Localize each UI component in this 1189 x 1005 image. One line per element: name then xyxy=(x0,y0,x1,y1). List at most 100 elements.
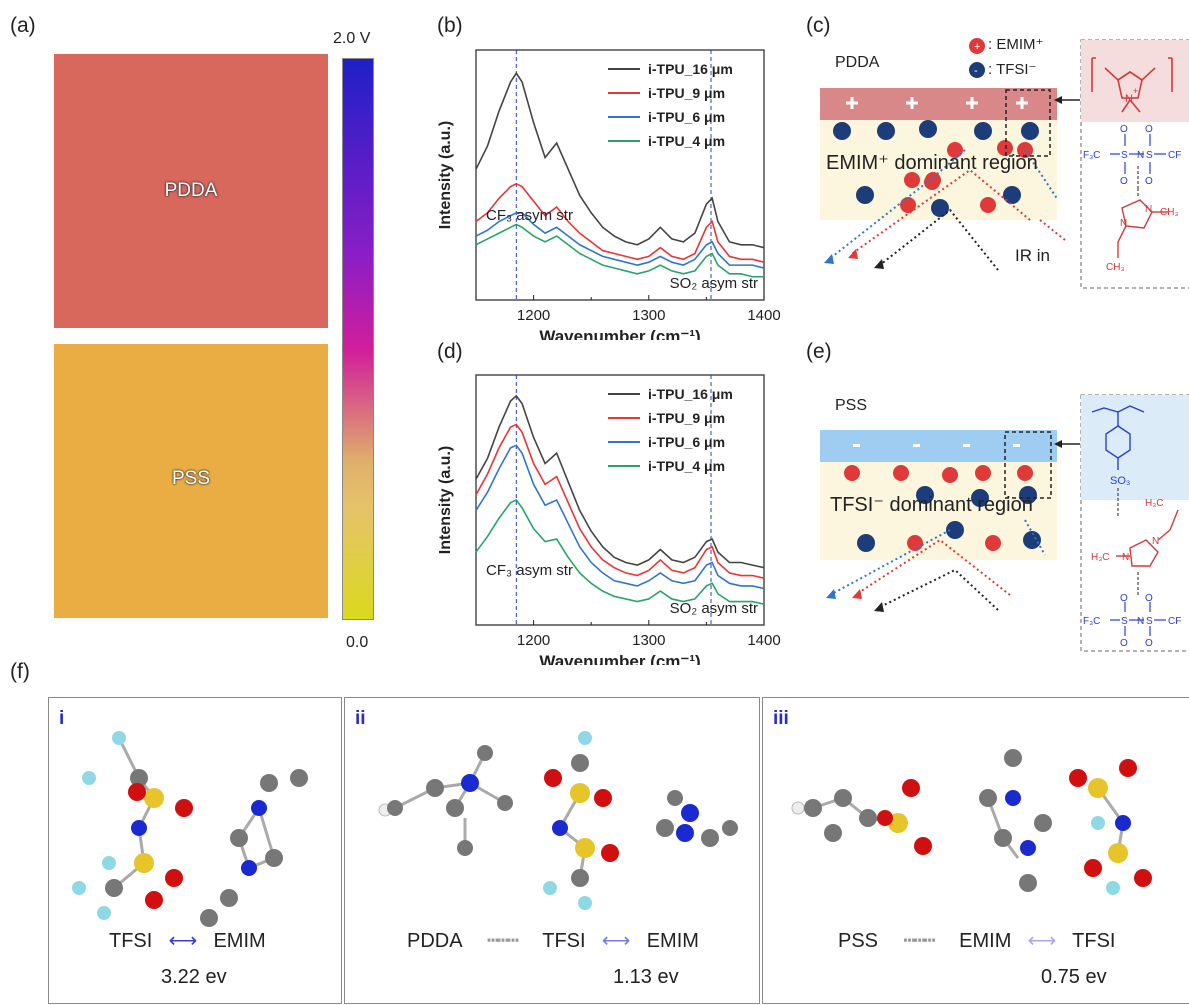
svg-text:N: N xyxy=(1122,552,1129,563)
svg-text:O: O xyxy=(1145,638,1153,649)
series-line xyxy=(475,499,765,605)
caption-i-right: EMIM xyxy=(213,930,266,952)
y-axis-label: Intensity (a.u.) xyxy=(437,446,454,554)
series-line xyxy=(475,182,765,263)
legend-anion-icon xyxy=(969,62,985,78)
svg-text:O: O xyxy=(1120,593,1128,604)
svg-text:-: - xyxy=(974,65,978,77)
svg-text:N: N xyxy=(1120,218,1127,229)
svg-text:O: O xyxy=(1120,124,1128,135)
energy-iii: 0.75 ev xyxy=(1041,966,1107,988)
series-line xyxy=(475,394,765,569)
svg-text:O: O xyxy=(1145,593,1153,604)
svg-text:O: O xyxy=(1145,124,1153,135)
colorbar-max-label: 2.0 V xyxy=(333,30,371,47)
x-tick-label: 1300 xyxy=(632,632,665,649)
svg-text:N: N xyxy=(1152,536,1159,547)
roman-iii: iii xyxy=(773,708,789,729)
roman-i: i xyxy=(59,708,65,729)
panel-label-e: (e) xyxy=(806,340,832,363)
svg-text:S: S xyxy=(1146,616,1153,627)
colorbar xyxy=(342,58,374,620)
colorbar-min-label: 0.0 xyxy=(346,634,369,651)
annotation-so2: SO₂ asym str xyxy=(670,600,758,617)
roman-ii: ii xyxy=(355,708,366,729)
double-arrow-icon: ⟷ xyxy=(168,930,198,952)
ftir-chart-b: 1200 1300 1400 i-TPU_16 μm i-TPU_9 μm i-TPU_6… xyxy=(437,49,781,340)
series-line xyxy=(475,71,765,249)
x-tick-label: 1200 xyxy=(517,632,550,649)
x-axis-label: Wavenumber (cm⁻¹) xyxy=(539,327,700,340)
plot-frame xyxy=(475,374,765,626)
pss-title: PSS xyxy=(835,397,868,414)
x-tick-label: 1300 xyxy=(632,307,665,324)
svg-text:+: + xyxy=(974,41,980,53)
dft-panel-ii: ii PDDA ┅┅┅ TFSI ⟷ EMIM 1.13 ev xyxy=(344,697,760,1004)
series-line xyxy=(475,444,765,590)
y-axis-label: Intensity (a.u.) xyxy=(437,121,454,229)
series-line xyxy=(475,423,765,579)
svg-text:N: N xyxy=(1125,93,1133,105)
panel-label-f: (f) xyxy=(10,660,30,683)
pss-structure xyxy=(1091,405,1145,470)
highlight-box xyxy=(1005,89,1051,157)
chem-structure-box xyxy=(1080,39,1189,289)
svg-text:S: S xyxy=(1146,150,1153,161)
layer-anions xyxy=(853,444,1020,447)
pdda-map-label: PDDA xyxy=(164,180,218,201)
series-line xyxy=(475,211,765,269)
pdda-title: PDDA xyxy=(835,54,880,71)
caption-ii: PDDA ┅┅┅ TFSI ⟷ EMIM xyxy=(407,928,699,953)
anion-spheres xyxy=(833,120,1039,217)
panel-label-c: (c) xyxy=(806,14,831,37)
caption-ii-right: EMIM xyxy=(646,930,699,952)
chem-pdda-bg xyxy=(1081,40,1189,122)
molecule-pss-emim-tfsi xyxy=(791,749,1152,895)
svg-text:N: N xyxy=(1137,616,1144,627)
chem-c-ethyl: CH₃ xyxy=(1106,262,1125,273)
panel-label-a: (a) xyxy=(10,14,36,37)
annotation-cf3: CF₃ asym str xyxy=(486,207,573,224)
caption-iii-right: TFSI xyxy=(1072,930,1116,952)
svg-text:S: S xyxy=(1121,616,1128,627)
legend-cation-icon xyxy=(969,38,985,54)
chem-c-methyl: CH₃ xyxy=(1160,207,1179,218)
x-tick-label: 1400 xyxy=(747,632,780,649)
dotted-line-icon: ┅┅┅ xyxy=(903,930,936,952)
caption-iii-left: EMIM xyxy=(959,930,1012,952)
caption-ii-pre: PDDA xyxy=(407,930,462,952)
legend-label: i-TPU_9 μm xyxy=(648,410,725,426)
x-axis-label: Wavenumber (cm⁻¹) xyxy=(539,652,700,665)
caption-i-left: TFSI xyxy=(109,930,153,952)
series-line xyxy=(475,223,764,278)
panel-label-d: (d) xyxy=(437,340,463,363)
pdda-structure xyxy=(1091,57,1173,113)
svg-text:S: S xyxy=(1121,150,1128,161)
legend-cation-label: : EMIM⁺ xyxy=(988,36,1044,53)
chem-pss-bg xyxy=(1081,395,1189,500)
layer-cations xyxy=(846,97,1028,109)
dft-panel-i: i TFSI ⟷ EMIM 3.22 ev xyxy=(48,697,342,1004)
chem-e-right: CF xyxy=(1168,616,1181,627)
cation-spheres xyxy=(900,140,1033,213)
tfsi-structure-top xyxy=(1110,134,1166,174)
chem-c-left: F₃C xyxy=(1083,150,1100,161)
energy-ii: 1.13 ev xyxy=(613,966,679,988)
energy-i: 3.22 ev xyxy=(161,966,227,988)
ir-in-label: IR in xyxy=(1015,246,1050,265)
annotation-so2: SO₂ asym str xyxy=(670,275,758,292)
x-tick-label: 1400 xyxy=(747,307,780,324)
svg-text:O: O xyxy=(1145,176,1153,187)
tfsi-structure-bottom xyxy=(1110,602,1166,636)
svg-text:+: + xyxy=(1133,86,1138,96)
svg-text:O: O xyxy=(1120,638,1128,649)
pss-map-label: PSS xyxy=(171,468,211,489)
legend-label: i-TPU_6 μm xyxy=(648,434,725,450)
svg-text:N: N xyxy=(1145,204,1152,215)
chem-c-right: CF xyxy=(1168,150,1181,161)
molecule-pdda-tfsi-emim xyxy=(378,731,738,910)
ir-beams xyxy=(827,149,1066,271)
molecule-tfsi-emim xyxy=(72,731,308,927)
ftir-chart-d: 1200 1300 1400 i-TPU_16 μm i-TPU_9 μm i-TPU_6… xyxy=(437,374,781,665)
